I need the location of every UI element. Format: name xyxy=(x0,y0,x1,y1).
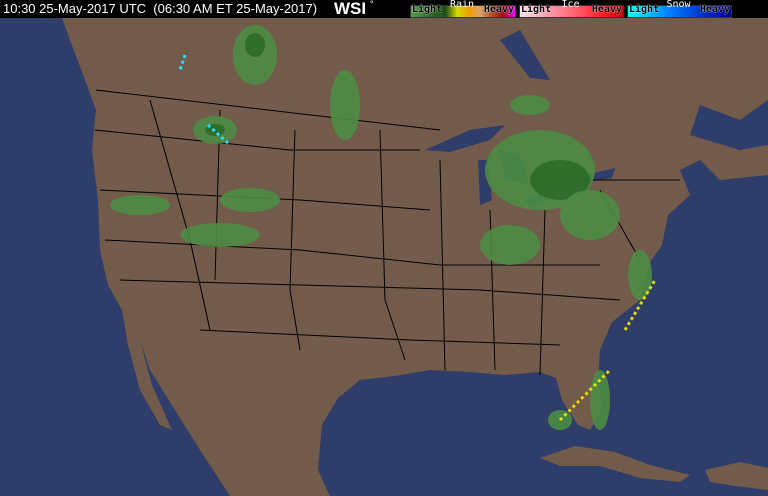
logo-degree-mark: ° xyxy=(370,0,374,9)
radar-echo xyxy=(560,190,620,240)
legend-rain-label: Rain xyxy=(449,0,475,10)
radar-band xyxy=(178,54,187,71)
legend-snow: Light Snow Heavy xyxy=(627,0,732,18)
legend-rain: Light Rain Heavy xyxy=(410,0,516,18)
radar-echo xyxy=(330,70,360,140)
snow-gradient xyxy=(627,5,732,18)
radar-band xyxy=(206,123,232,147)
radar-echo xyxy=(180,223,260,247)
radar-echo xyxy=(480,225,540,265)
rain-gradient xyxy=(410,5,516,18)
timestamp: 10:30 25-May-2017 UTC (06:30 AM ET 25-Ma… xyxy=(3,1,318,16)
radar-echo xyxy=(510,95,550,115)
hispaniola xyxy=(705,462,768,490)
radar-echo xyxy=(245,33,265,57)
radar-band xyxy=(623,279,657,331)
radar-map[interactable] xyxy=(0,18,768,496)
legend-ice-label: Ice xyxy=(561,0,580,10)
radar-echo xyxy=(220,188,280,212)
legend-rain-light: Light xyxy=(412,4,443,15)
wsi-logo: WSI xyxy=(334,0,367,18)
legend-ice: Light Ice Heavy xyxy=(519,0,624,18)
cuba xyxy=(540,446,690,482)
radar-echoes xyxy=(110,25,657,430)
north-america-land xyxy=(62,18,768,496)
radar-echo xyxy=(110,195,170,215)
radar-echo xyxy=(590,370,610,430)
legend-ice-light: Light xyxy=(521,4,552,15)
radar-echo xyxy=(530,160,590,200)
legend-rain-heavy: Heavy xyxy=(483,4,514,15)
precip-legend: Light Rain Heavy Light Ice Heavy Light S… xyxy=(410,0,734,18)
legend-snow-heavy: Heavy xyxy=(699,4,730,15)
legend-ice-heavy: Heavy xyxy=(591,4,622,15)
legend-snow-light: Light xyxy=(629,4,660,15)
radar-echo xyxy=(628,250,652,300)
legend-snow-label: Snow xyxy=(666,0,691,10)
header-bar: 10:30 25-May-2017 UTC (06:30 AM ET 25-Ma… xyxy=(0,0,768,18)
ice-gradient xyxy=(519,5,624,18)
